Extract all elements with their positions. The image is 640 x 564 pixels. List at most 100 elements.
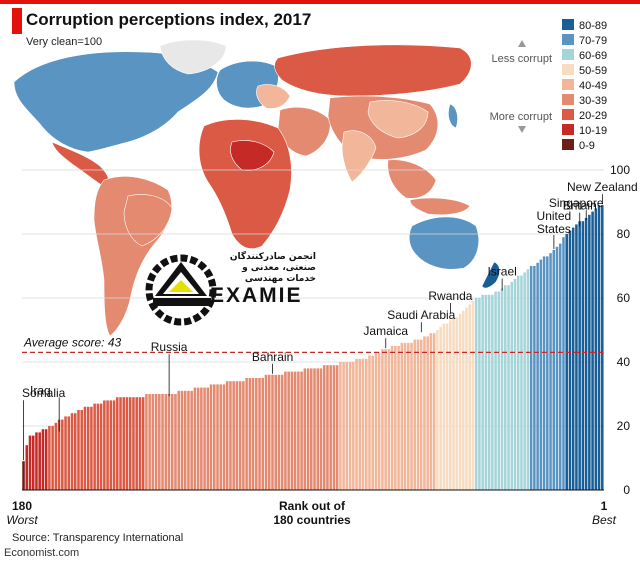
annotation-united-states: United States: [537, 209, 572, 236]
bar-rank-180: [22, 461, 25, 490]
bar-rank-39: [478, 298, 481, 490]
bar-rank-58: [416, 339, 420, 490]
examie-logo-mark: [145, 254, 217, 326]
map-new-zealand: [481, 261, 500, 289]
bar-rank-25: [523, 272, 526, 490]
annotation-saudi-arabia: Saudi Arabia: [387, 308, 455, 322]
bar-rank-119: [219, 384, 223, 490]
bar-rank-47: [452, 317, 455, 490]
bar-rank-112: [242, 381, 245, 490]
bar-rank-136: [164, 394, 168, 490]
bar-rank-42: [468, 304, 471, 490]
bar-rank-145: [135, 397, 138, 490]
bar-rank-167: [64, 416, 67, 490]
bar-rank-76: [358, 358, 362, 490]
bar-rank-97: [290, 371, 294, 490]
y-axis: 0 20 40 60 80 100: [22, 163, 630, 497]
bar-rank-146: [132, 397, 135, 490]
bar-rank-113: [238, 381, 242, 490]
bar-rank-7: [581, 221, 585, 490]
bar-rank-62: [403, 342, 407, 490]
bar-rank-143: [141, 397, 145, 490]
legend-swatch-2: [562, 49, 574, 60]
bar-rank-40: [474, 298, 478, 490]
bar-rank-126: [196, 387, 200, 490]
bar-rank-10: [571, 227, 575, 490]
bar-rank-64: [397, 346, 400, 490]
annotation-rwanda: Rwanda: [428, 289, 472, 303]
bar-rank-175: [38, 432, 41, 490]
bar-rank-120: [216, 384, 219, 490]
bar-rank-5: [588, 214, 591, 491]
legend-swatch-1: [562, 34, 574, 45]
bar-rank-36: [487, 294, 491, 490]
legend-swatch-0: [562, 19, 574, 30]
less-corrupt-arrow-icon: [518, 40, 526, 47]
bar-rank-137: [161, 394, 164, 490]
average-label: Average score: 43: [23, 335, 121, 349]
legend-label-4: 40-49: [579, 80, 607, 92]
bar-rank-152: [112, 400, 116, 490]
bar-rank-176: [35, 432, 38, 490]
legend-label-6: 20-29: [579, 110, 607, 122]
bar-rank-166: [67, 416, 71, 490]
map-africa: [198, 119, 292, 249]
bar-rank-27: [516, 275, 520, 490]
chart-title: Corruption perceptions index, 2017: [26, 10, 312, 29]
bar-rank-133: [174, 394, 177, 490]
bar-rank-85: [329, 365, 332, 490]
bar-rank-142: [145, 394, 148, 490]
bar-rank-37: [484, 294, 488, 490]
bar-rank-74: [364, 358, 368, 490]
bar-rank-90: [313, 368, 316, 490]
bar-rank-128: [190, 390, 193, 490]
bar-rank-156: [99, 403, 103, 490]
legend-label-3: 50-59: [579, 65, 607, 77]
top-accent-bar: [0, 0, 640, 4]
bar-rank-24: [526, 269, 530, 490]
annotation-israel: Israel: [487, 265, 516, 279]
bar-rank-89: [316, 368, 320, 490]
annotation-iraq: Iraq: [30, 383, 51, 397]
bar-rank-114: [235, 381, 239, 490]
legend-label-2: 60-69: [579, 50, 607, 62]
bar-rank-21: [536, 262, 539, 490]
legend-swatch-3: [562, 64, 574, 75]
map-greenland: [159, 39, 227, 75]
bar-rank-22: [533, 266, 536, 490]
bar-rank-110: [248, 378, 252, 490]
bar-rank-2: [597, 205, 601, 490]
bar-rank-132: [177, 390, 180, 490]
bar-rank-129: [187, 390, 190, 490]
bar-rank-86: [326, 365, 329, 490]
bar-rank-83: [335, 365, 339, 490]
bar-rank-115: [232, 381, 235, 490]
bar-rank-81: [342, 362, 345, 490]
x-axis-label: Rank out of 180 countries: [273, 499, 351, 527]
bar-rank-35: [491, 294, 494, 490]
bar-rank-149: [122, 397, 126, 490]
bar-rank-98: [287, 371, 290, 490]
y-tick-40: 40: [617, 355, 631, 369]
bar-rank-138: [158, 394, 161, 490]
bar-rank-101: [277, 374, 281, 490]
bar-rank-130: [183, 390, 187, 490]
bar-rank-54: [429, 333, 433, 490]
bar-rank-17: [549, 253, 552, 490]
bar-rank-28: [513, 278, 517, 490]
map-north-america: [13, 51, 219, 153]
legend-label-1: 70-79: [579, 35, 607, 47]
bar-rank-125: [200, 387, 203, 490]
bar-rank-6: [584, 218, 588, 490]
bar-rank-53: [432, 333, 436, 490]
annotation-russia: Russia: [151, 340, 188, 354]
bar-rank-59: [413, 339, 417, 490]
bar-rank-16: [552, 250, 556, 490]
bar-rank-154: [106, 400, 109, 490]
bar-rank-68: [384, 349, 387, 490]
bar-rank-140: [151, 394, 155, 490]
bar-rank-148: [125, 397, 129, 490]
legend: 80-89 70-79 60-69 50-59 40-49 30-39 20-29 10-19…: [490, 19, 607, 152]
bar-rank-45: [458, 314, 462, 490]
